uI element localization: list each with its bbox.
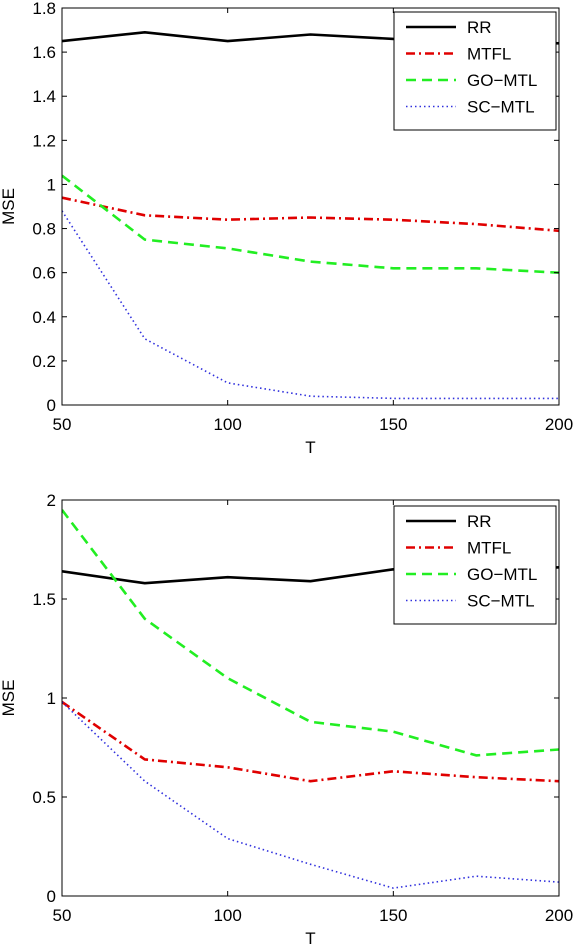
y-tick-label: 0 xyxy=(47,396,56,415)
series-line-mtfl xyxy=(62,196,559,233)
legend: RR MTFL GO−MTL SC−MTL xyxy=(393,505,557,625)
x-axis-label: T xyxy=(305,438,315,457)
y-axis-label: MSE xyxy=(0,680,18,717)
x-axis-label: T xyxy=(305,929,315,946)
y-tick-label: 1.6 xyxy=(32,43,56,62)
y-axis-label: MSE xyxy=(0,188,18,225)
legend: RR MTFL GO−MTL SC−MTL xyxy=(393,11,557,131)
legend-label-mtfl: MTFL xyxy=(467,45,511,64)
legend-box xyxy=(393,11,557,131)
y-tick-label: 2 xyxy=(47,491,56,510)
x-tick-label: 50 xyxy=(53,415,72,434)
x-tick-label: 50 xyxy=(53,906,72,925)
series-line-sc-mtl xyxy=(62,210,559,400)
bottom-line-chart: 50 100 150 200 0 0.5 1 1.5 2 T MSE RR MTFL GO−MTL SC−M… xyxy=(0,491,573,946)
legend-label-mtfl: MTFL xyxy=(467,539,511,558)
legend-label-go-mtl: GO−MTL xyxy=(467,565,537,584)
x-tick-label: 150 xyxy=(379,906,407,925)
series-line-mtfl xyxy=(62,700,559,783)
y-tick-label: 1 xyxy=(47,175,56,194)
x-tick-label: 100 xyxy=(213,415,241,434)
legend-label-rr: RR xyxy=(467,512,492,531)
legend-label-sc-mtl: SC−MTL xyxy=(467,592,535,611)
y-tick-label: 0.4 xyxy=(32,308,56,327)
top-line-chart: 50 100 150 200 0 0.2 0.4 0.6 0.8 1 1.2 1.4 1.6 1.8 T MS… xyxy=(0,0,573,457)
x-tick-label: 150 xyxy=(379,415,407,434)
y-tick-label: 1.4 xyxy=(32,87,56,106)
y-tick-label: 1.8 xyxy=(32,0,56,18)
legend-label-rr: RR xyxy=(467,18,492,37)
series-line-sc-mtl xyxy=(62,701,559,889)
legend-label-go-mtl: GO−MTL xyxy=(467,71,537,90)
series-line-go-mtl xyxy=(62,174,559,274)
y-tick-label: 0.2 xyxy=(32,352,56,371)
legend-box xyxy=(393,505,557,625)
x-tick-label: 100 xyxy=(213,906,241,925)
y-tick-label: 0.8 xyxy=(32,220,56,239)
y-tick-label: 1.5 xyxy=(32,590,56,609)
series-line-go-mtl xyxy=(62,509,559,757)
legend-label-sc-mtl: SC−MTL xyxy=(467,98,535,117)
x-tick-label: 200 xyxy=(545,906,573,925)
y-tick-label: 0.5 xyxy=(32,788,56,807)
x-tick-label: 200 xyxy=(545,415,573,434)
y-tick-label: 1 xyxy=(47,689,56,708)
plot-frame xyxy=(61,7,560,406)
y-tick-label: 0.6 xyxy=(32,264,56,283)
y-tick-label: 1.2 xyxy=(32,131,56,150)
y-tick-label: 0 xyxy=(47,887,56,906)
